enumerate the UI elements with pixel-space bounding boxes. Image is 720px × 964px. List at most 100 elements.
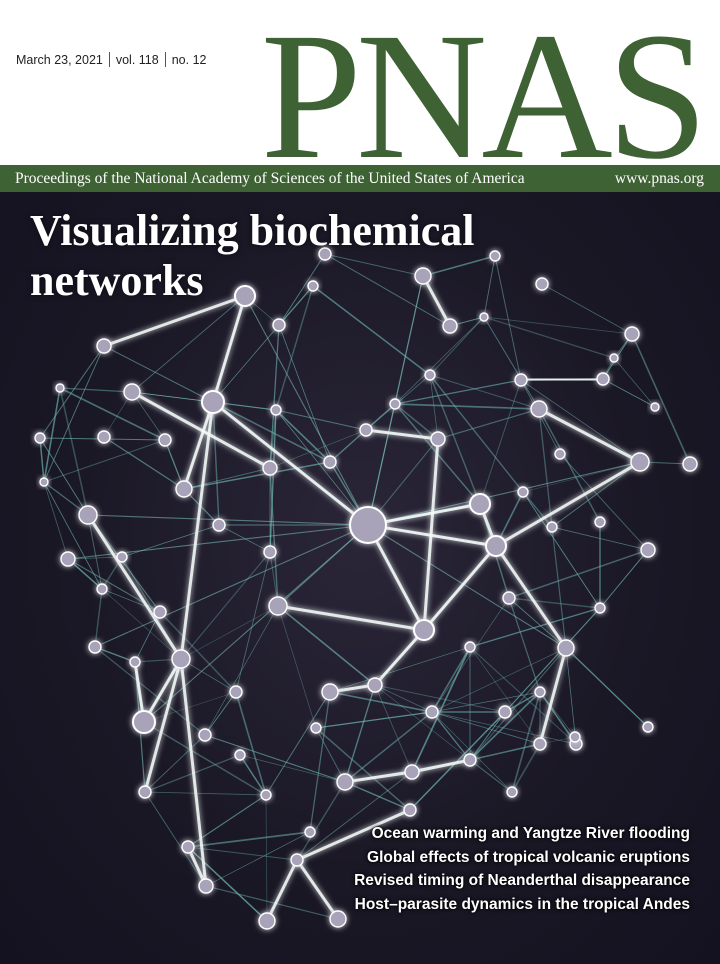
network-node — [175, 480, 193, 498]
divider — [108, 52, 110, 67]
network-node — [514, 373, 528, 387]
network-edge-highlight — [422, 438, 440, 631]
network-node — [569, 731, 581, 743]
network-edge — [329, 691, 433, 713]
cover-story[interactable]: Global effects of tropical volcanic erup… — [367, 848, 690, 866]
network-node — [554, 448, 566, 460]
network-edge-highlight — [421, 275, 452, 327]
network-edge — [43, 387, 61, 483]
network-edge — [239, 754, 267, 796]
network-node — [609, 353, 619, 363]
network-node — [198, 878, 214, 894]
network-edge — [187, 831, 311, 848]
network-edge — [59, 387, 89, 516]
network-node — [234, 749, 246, 761]
network-node — [413, 619, 435, 641]
network-edge — [296, 781, 346, 861]
network-edge — [43, 439, 166, 483]
network-node — [425, 705, 439, 719]
network-edge — [565, 647, 577, 745]
network-edge — [394, 316, 485, 405]
network-edge — [235, 691, 267, 796]
network-node — [260, 789, 272, 801]
network-edge — [94, 524, 369, 648]
network-edge — [324, 253, 451, 327]
network-edge — [469, 646, 541, 745]
network-edge — [183, 461, 331, 490]
network-edge — [429, 374, 540, 410]
network-edge — [538, 408, 601, 523]
network-edge — [312, 285, 431, 376]
network-edge — [212, 401, 220, 526]
network-edge — [315, 727, 411, 811]
network-node — [60, 551, 76, 567]
network-edge — [164, 439, 185, 490]
network-edge — [275, 409, 369, 526]
network-edge — [39, 437, 89, 516]
network-edge — [374, 684, 433, 713]
network-node — [158, 433, 172, 447]
cover-stories: Ocean warming and Yangtze River flooding… — [354, 822, 690, 916]
headline-line: networks — [30, 256, 204, 305]
network-edge — [551, 461, 641, 528]
network-edge — [159, 611, 237, 693]
network-edge — [565, 647, 649, 728]
network-node — [489, 250, 501, 262]
network-edge — [538, 408, 553, 528]
network-node — [546, 521, 558, 533]
network-node — [442, 318, 458, 334]
network-edge — [429, 374, 481, 505]
network-edge-highlight — [131, 390, 271, 470]
network-edge — [479, 379, 522, 505]
network-node — [310, 722, 322, 734]
journal-url: www.pnas.org — [614, 170, 704, 187]
network-edge — [205, 885, 339, 920]
network-node — [272, 318, 286, 332]
network-edge — [551, 526, 567, 649]
network-edge — [431, 691, 541, 713]
network-edge — [613, 357, 656, 408]
cover-story[interactable]: Host–parasite dynamics in the tropical A… — [354, 895, 690, 913]
network-edge — [504, 607, 601, 713]
network-node — [318, 247, 332, 261]
network-edge — [103, 391, 133, 438]
network-edge — [483, 255, 496, 318]
network-node — [630, 452, 650, 472]
divider — [164, 52, 166, 67]
network-node — [234, 285, 256, 307]
network-edge — [511, 743, 541, 793]
network-node — [349, 506, 387, 544]
network-edge — [277, 605, 317, 729]
network-node — [181, 840, 195, 854]
pnas-logo: PNAS — [260, 0, 708, 197]
network-edge — [269, 324, 280, 469]
network-node — [404, 764, 420, 780]
cover-story[interactable]: Ocean warming and Yangtze River flooding — [371, 825, 690, 842]
network-edge — [265, 794, 268, 922]
network-edge-highlight — [373, 629, 426, 686]
network-node — [123, 383, 141, 401]
network-edge — [344, 781, 411, 811]
network-edge — [599, 549, 649, 609]
network-edge — [483, 316, 615, 359]
network-node — [116, 551, 128, 563]
network-edge — [508, 597, 567, 649]
network-node — [88, 640, 102, 654]
network-edge — [43, 481, 103, 590]
network-edge-highlight — [212, 400, 369, 527]
network-edge — [59, 387, 133, 393]
network-edge — [39, 345, 105, 439]
network-edge — [278, 324, 331, 463]
cover-story[interactable]: Revised timing of Neanderthal disappeara… — [354, 872, 690, 889]
network-edge — [43, 481, 69, 560]
network-node — [96, 583, 108, 595]
network-edge-highlight — [265, 859, 299, 922]
network-edge — [469, 711, 506, 761]
network-node — [171, 649, 191, 669]
network-edge — [469, 607, 601, 648]
network-edge-highlight — [365, 428, 439, 441]
network-edge — [315, 711, 433, 729]
network-node — [594, 602, 606, 614]
network-edge — [101, 588, 182, 660]
network-edge — [429, 374, 524, 493]
